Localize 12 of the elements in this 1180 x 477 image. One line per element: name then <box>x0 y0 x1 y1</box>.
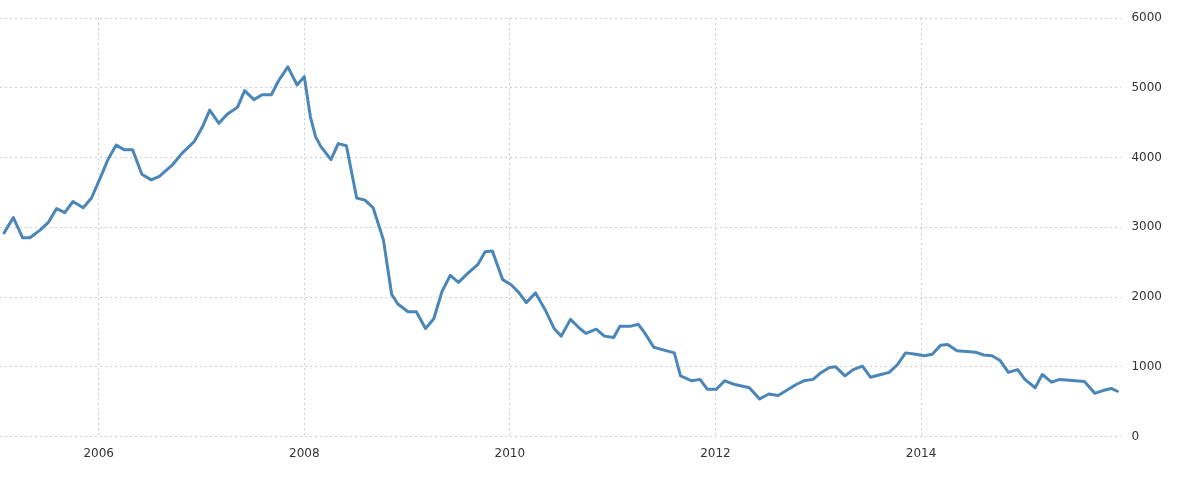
x-tick-label: 2008 <box>288 445 320 460</box>
y-tick-label: 4000 <box>1131 149 1163 164</box>
y-tick-label: 1000 <box>1131 358 1163 373</box>
y-tick-label: 6000 <box>1131 10 1163 25</box>
y-tick-label: 0 <box>1131 428 1140 443</box>
y-tick-label: 3000 <box>1131 219 1163 234</box>
y-tick-label: 5000 <box>1131 79 1163 94</box>
x-tick-label: 2010 <box>494 445 526 460</box>
y-tick-label: 2000 <box>1131 289 1163 304</box>
x-tick-label: 2014 <box>905 445 937 460</box>
x-tick-label: 2012 <box>700 445 731 460</box>
x-tick-label: 2006 <box>83 445 114 460</box>
